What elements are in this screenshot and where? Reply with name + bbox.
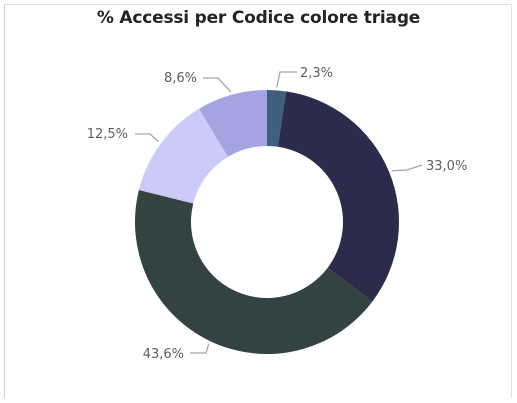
- data-label: 12,5%: [87, 127, 128, 142]
- leader-line: [190, 343, 210, 354]
- data-label: 33,0%: [426, 159, 467, 174]
- leader-line: [391, 164, 423, 172]
- leader-line: [203, 77, 232, 93]
- leader-line: [135, 133, 159, 143]
- chart-title: % Accessi per Codice colore triage: [96, 8, 421, 28]
- data-label: 43,6%: [143, 347, 184, 362]
- donut-slice[interactable]: [277, 91, 399, 302]
- data-label: 8,6%: [164, 71, 197, 86]
- data-label: 2,3%: [300, 66, 333, 81]
- leader-line: [276, 71, 297, 88]
- donut-slice[interactable]: [138, 108, 228, 204]
- donut-slice[interactable]: [134, 189, 373, 355]
- donut-slice[interactable]: [199, 90, 267, 157]
- donut-slice[interactable]: [267, 90, 287, 147]
